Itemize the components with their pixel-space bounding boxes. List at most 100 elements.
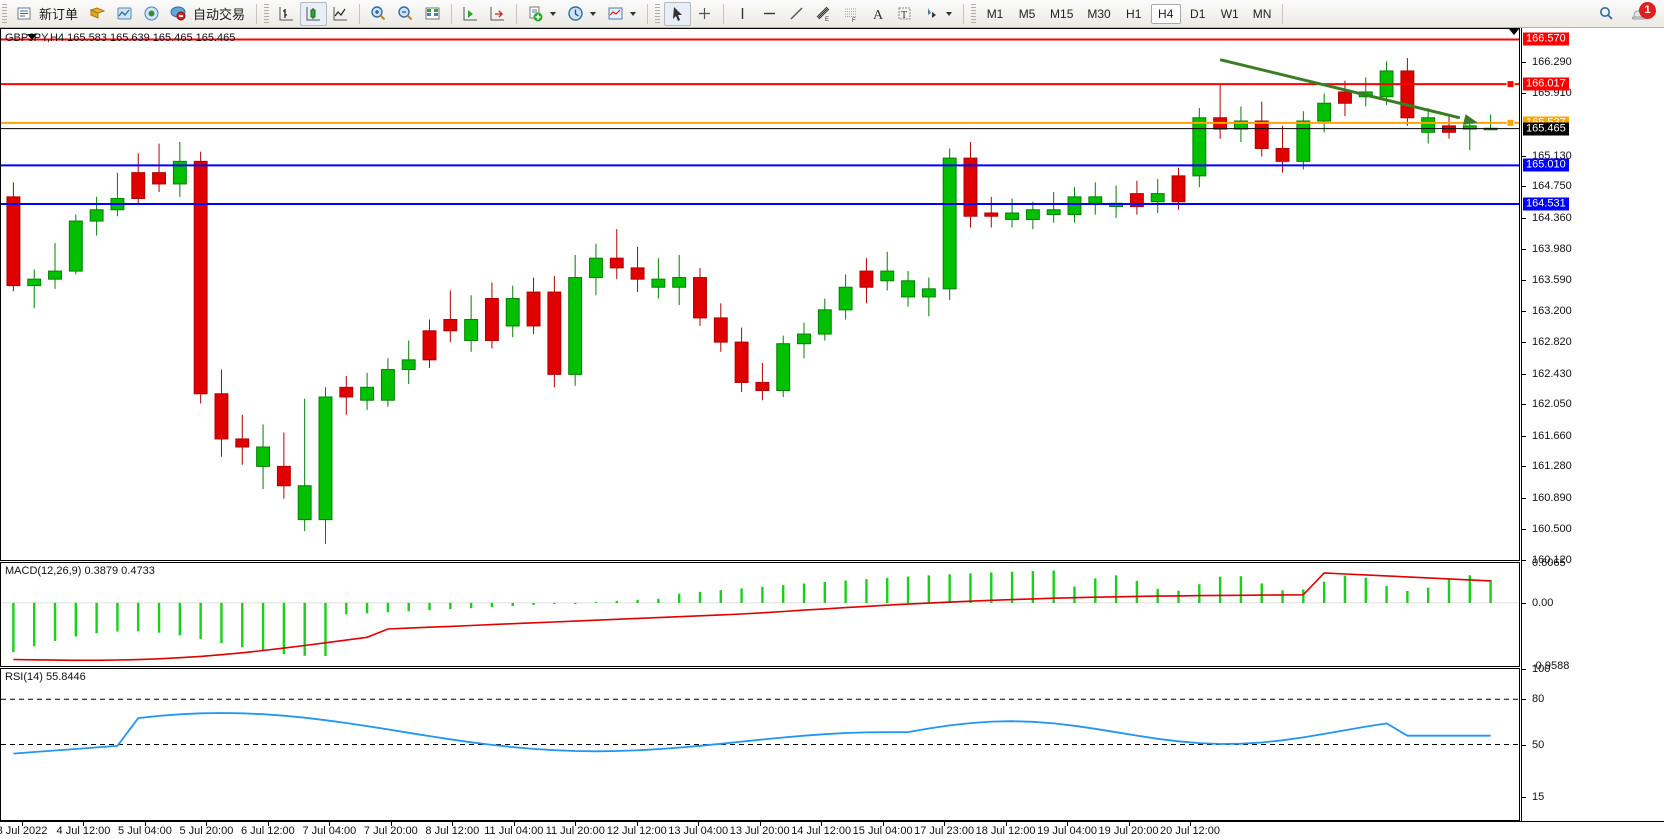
downtrend-arrow	[1219, 58, 1478, 125]
price-level-resistance[interactable]: 166.570	[1523, 32, 1569, 46]
price-level-support[interactable]: 164.531	[1523, 197, 1569, 211]
auto-scroll-button[interactable]	[484, 2, 511, 26]
chart-shift-button[interactable]	[457, 2, 484, 26]
add-indicator-button[interactable]	[522, 2, 562, 26]
new-order-button[interactable]: 新订单	[11, 2, 84, 26]
line-chart-button[interactable]	[327, 2, 354, 26]
toolbar-separator-4	[516, 3, 518, 24]
notification-button[interactable]: 1	[1624, 1, 1656, 26]
price-candles	[1, 38, 1519, 544]
time-axis[interactable]: 3 Jul 2022 4 Jul 12:00 5 Jul 04:00 5 Jul 20…	[0, 821, 1664, 839]
chart-header-label: GBPJPY,H4 165.583 165.639 165.465 165.46…	[5, 32, 236, 44]
toolbar-grip-2[interactable]	[264, 3, 270, 24]
timeframe-mn[interactable]: MN	[1252, 6, 1272, 21]
time-axis-label: 5 Jul 04:00	[118, 825, 172, 837]
time-axis-label: 11 Jul 20:00	[545, 825, 605, 837]
timeframe-dropdown-button[interactable]	[562, 2, 602, 26]
rsi-scale-label: 15	[1532, 791, 1545, 804]
rsi-pane[interactable]: RSI(14) 55.8446	[0, 668, 1520, 821]
price-level-last-price[interactable]: 165.465	[1523, 122, 1569, 136]
timeframe-m5[interactable]: M5	[1018, 6, 1036, 21]
data-window-button[interactable]	[111, 2, 138, 26]
equidistant-channel-button[interactable]: E	[810, 2, 837, 26]
macd-scale-label: 0.6065	[1532, 557, 1566, 569]
price-tick	[1522, 186, 1526, 188]
time-tick	[267, 822, 269, 826]
notification-badge: 1	[1639, 1, 1656, 19]
grid-button[interactable]	[419, 2, 446, 26]
time-axis-label: 8 Jul 12:00	[425, 825, 480, 837]
cursor-tool-button[interactable]	[664, 1, 692, 26]
bar-chart-button[interactable]	[273, 2, 300, 26]
market-watch-button[interactable]	[84, 2, 111, 26]
time-tick	[206, 822, 208, 826]
price-scale[interactable]: 166.290 165.910 165.130 164.750 164.360 163.9…	[1521, 28, 1664, 821]
time-tick	[329, 822, 331, 826]
profile-icon	[88, 4, 107, 23]
shapes-icon	[922, 4, 941, 23]
vertical-line-icon	[733, 4, 752, 23]
macd-plot	[1, 570, 1519, 662]
price-tick	[1522, 435, 1526, 437]
chevron-down-icon-3[interactable]	[630, 11, 637, 16]
auto-scroll-icon	[488, 4, 507, 23]
time-axis-label: 15 Jul 04:00	[852, 825, 913, 837]
templates-button[interactable]	[602, 2, 642, 26]
time-axis-label: 3 Jul 2022	[0, 825, 48, 837]
time-axis-label: 13 Jul 20:00	[729, 825, 790, 837]
crosshair-tool-button[interactable]	[691, 2, 718, 26]
toolbar-grip-3[interactable]	[655, 3, 661, 24]
timeframe-m1[interactable]: M1	[986, 6, 1004, 21]
timeframe-m30[interactable]: M30	[1087, 6, 1111, 21]
time-axis-label: 12 Jul 12:00	[606, 825, 667, 837]
price-pane[interactable]: GBPJPY,H4 165.583 165.639 165.465 165.46…	[0, 28, 1520, 561]
toolbar-separator-5	[647, 3, 649, 24]
candlestick-chart-icon	[304, 4, 323, 23]
text-label-tool-button[interactable]: T	[891, 2, 918, 26]
vertical-line-tool-button[interactable]	[729, 2, 756, 26]
candlestick-chart-button[interactable]	[300, 1, 328, 26]
fibonacci-tool-button[interactable]: F	[837, 2, 864, 26]
time-axis-label: 18 Jul 12:00	[975, 825, 1036, 837]
timeframe-h4[interactable]: H4	[1150, 3, 1181, 24]
macd-pane[interactable]: MACD(12,26,9) 0.3879 0.4733	[0, 562, 1520, 667]
price-tick	[1522, 217, 1526, 219]
time-tick	[698, 822, 700, 826]
zoom-out-button[interactable]	[392, 2, 419, 26]
search-button[interactable]	[1593, 2, 1620, 26]
chevron-down-icon-2[interactable]	[590, 11, 597, 16]
chevron-down-icon-4[interactable]	[946, 11, 953, 16]
price-level-support[interactable]: 165.010	[1523, 158, 1569, 172]
autotrade-button[interactable]: 自动交易	[165, 2, 251, 26]
timeframe-w1[interactable]: W1	[1220, 6, 1239, 21]
price-tick-label: 164.750	[1532, 180, 1572, 193]
horizontal-line-tool-button[interactable]	[756, 2, 783, 26]
time-tick	[882, 822, 884, 826]
price-level-resistance[interactable]: 166.017	[1523, 77, 1569, 91]
chevron-down-icon[interactable]	[550, 11, 557, 16]
main-toolbar: 新订单	[0, 0, 1664, 28]
navigator-button[interactable]	[138, 2, 165, 26]
timeframe-d1[interactable]: D1	[1190, 6, 1206, 21]
price-tick-label: 165.130	[1532, 149, 1572, 162]
timeframe-m15[interactable]: M15	[1050, 6, 1074, 21]
chart-collapse-icon[interactable]	[27, 34, 37, 40]
time-tick	[759, 822, 761, 826]
text-tool-button[interactable]: A	[864, 2, 891, 26]
time-tick	[575, 822, 577, 826]
time-tick	[22, 822, 23, 826]
toolbar-grip-4[interactable]	[971, 3, 977, 24]
price-tick-label: 166.290	[1532, 56, 1572, 69]
chart-area[interactable]: GBPJPY,H4 165.583 165.639 165.465 165.46…	[0, 28, 1664, 839]
zoom-in-button[interactable]	[365, 2, 392, 26]
price-tick	[1522, 529, 1526, 531]
timeframe-h1[interactable]: H1	[1126, 6, 1142, 21]
rsi-scale-label: 80	[1532, 693, 1545, 706]
svg-text:A: A	[873, 8, 884, 23]
price-tick-label: 162.820	[1532, 336, 1572, 349]
shapes-tool-button[interactable]	[918, 2, 958, 26]
line-chart-icon	[331, 4, 350, 23]
toolbar-grip[interactable]	[2, 3, 7, 24]
time-tick	[1128, 822, 1130, 826]
trendline-tool-button[interactable]	[783, 2, 810, 26]
